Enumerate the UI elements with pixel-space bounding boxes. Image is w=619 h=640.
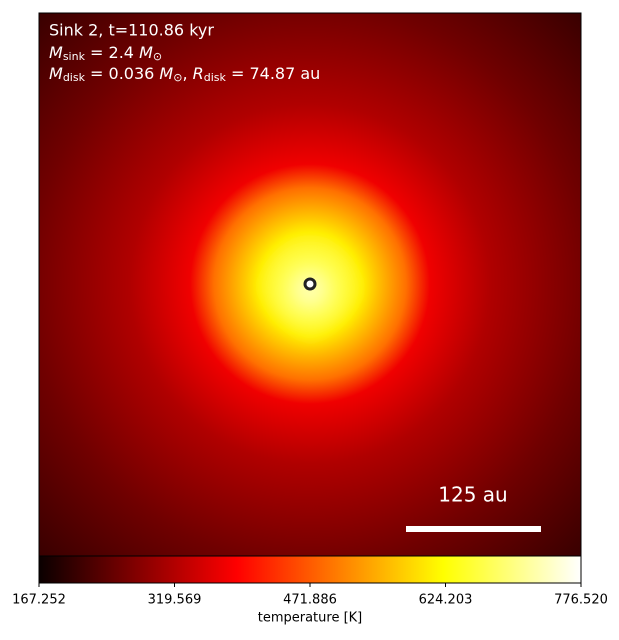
colorbar bbox=[38, 555, 582, 584]
colorbar-tick-label: 319.569 bbox=[148, 593, 202, 608]
colorbar-tick-label: 167.252 bbox=[12, 593, 66, 608]
sink-marker bbox=[303, 277, 317, 291]
colorbar-tick-label: 471.886 bbox=[283, 593, 337, 608]
colorbar-tick-label: 776.520 bbox=[554, 593, 608, 608]
scale-bar-label: 125 au bbox=[438, 483, 507, 507]
scale-bar bbox=[406, 526, 541, 532]
colorbar-tick-label: 624.203 bbox=[419, 593, 473, 608]
annotation-mass: Msink = 2.4 M⊙ bbox=[49, 43, 162, 64]
annotation-disk: Mdisk = 0.036 M⊙, Rdisk = 74.87 au bbox=[49, 64, 320, 85]
colorbar-label: temperature [K] bbox=[258, 611, 363, 626]
annotation-title: Sink 2, t=110.86 kyr bbox=[49, 21, 214, 40]
